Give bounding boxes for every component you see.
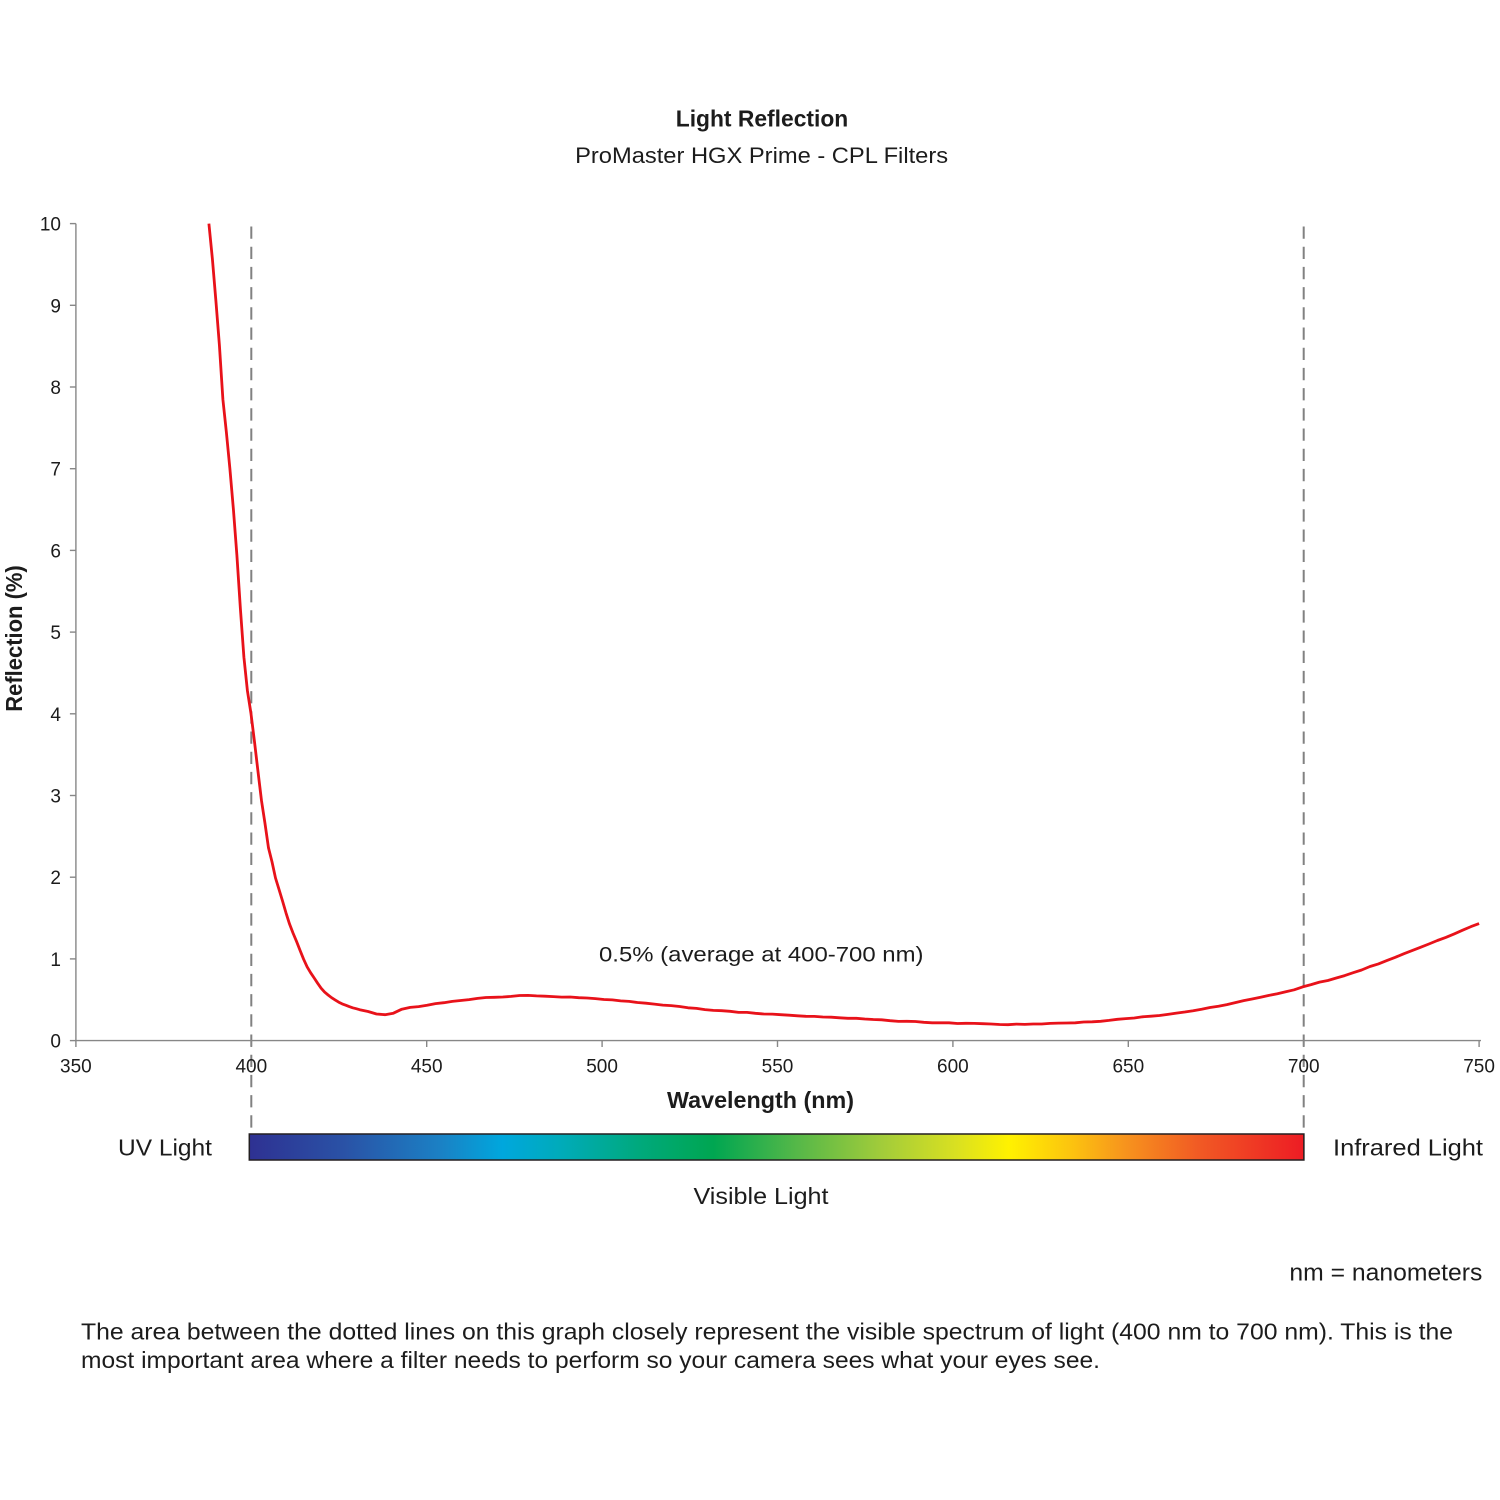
svg-text:0.5% (average at 400-700 nm): 0.5% (average at 400-700 nm): [599, 944, 924, 967]
svg-text:5: 5: [50, 623, 61, 644]
svg-text:750: 750: [1463, 1057, 1495, 1078]
svg-text:UV Light: UV Light: [118, 1135, 213, 1161]
svg-text:Visible Light: Visible Light: [694, 1183, 830, 1209]
svg-text:9: 9: [50, 296, 61, 317]
svg-text:Reflection (%): Reflection (%): [1, 565, 27, 712]
svg-text:450: 450: [411, 1057, 443, 1078]
svg-text:550: 550: [762, 1057, 794, 1078]
svg-text:most important area where a fi: most important area where a filter needs…: [81, 1347, 1100, 1373]
svg-text:nm = nanometers: nm = nanometers: [1289, 1259, 1482, 1286]
svg-text:Light Reflection: Light Reflection: [676, 106, 849, 132]
svg-text:700: 700: [1288, 1057, 1320, 1078]
svg-text:600: 600: [937, 1057, 969, 1078]
svg-text:Wavelength (nm): Wavelength (nm): [667, 1087, 854, 1113]
svg-text:1: 1: [50, 950, 61, 971]
svg-text:10: 10: [40, 215, 61, 236]
svg-text:ProMaster HGX Prime - CPL Filt: ProMaster HGX Prime - CPL Filters: [575, 143, 948, 168]
svg-text:The area between the dotted li: The area between the dotted lines on thi…: [81, 1319, 1453, 1345]
svg-text:2: 2: [50, 868, 61, 889]
svg-text:4: 4: [50, 705, 61, 726]
svg-text:8: 8: [50, 378, 61, 399]
svg-text:6: 6: [50, 541, 61, 562]
svg-text:3: 3: [50, 787, 61, 808]
svg-text:350: 350: [60, 1057, 92, 1078]
svg-text:0: 0: [50, 1032, 61, 1053]
svg-text:400: 400: [235, 1057, 267, 1078]
svg-text:Infrared Light: Infrared Light: [1333, 1135, 1484, 1161]
svg-text:500: 500: [586, 1057, 618, 1078]
svg-text:7: 7: [50, 460, 61, 481]
svg-text:650: 650: [1112, 1057, 1144, 1078]
